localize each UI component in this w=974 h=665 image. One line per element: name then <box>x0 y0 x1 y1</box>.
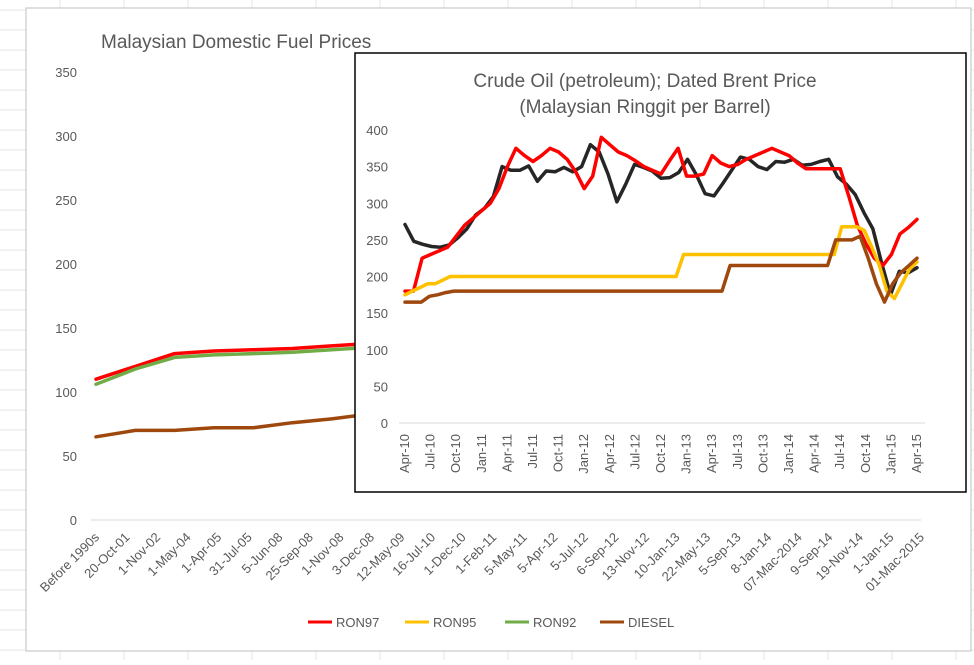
x-tick-label: Oct-12 <box>653 434 668 473</box>
x-tick-label: Jan-14 <box>781 434 796 474</box>
y-tick-label: 200 <box>55 257 77 272</box>
x-tick-label: Jul-11 <box>525 434 540 468</box>
y-tick-label: 100 <box>366 343 388 358</box>
x-tick-label: Apr-15 <box>909 434 924 473</box>
x-tick-label: Jan-12 <box>576 434 591 474</box>
inset-series-group <box>403 135 919 304</box>
y-tick-label: 350 <box>55 65 77 80</box>
y-tick-label: 350 <box>366 160 388 175</box>
y-tick-label: 50 <box>63 449 77 464</box>
y-tick-label: 300 <box>366 196 388 211</box>
y-tick-label: 200 <box>366 270 388 285</box>
legend-label: DIESEL <box>628 615 674 630</box>
y-tick-label: 100 <box>55 385 77 400</box>
x-tick-label: Jul-12 <box>627 434 642 469</box>
y-tick-label: 0 <box>70 513 77 528</box>
x-tick-label: Jul-10 <box>423 434 438 469</box>
legend-label: RON92 <box>533 615 576 630</box>
y-tick-label: 0 <box>381 416 388 431</box>
inset-chart-frame <box>354 52 967 493</box>
y-tick-label: 150 <box>55 321 77 336</box>
y-tick-label: 400 <box>366 123 388 138</box>
y-tick-label: 150 <box>366 306 388 321</box>
x-tick-label: Oct-13 <box>755 434 770 473</box>
x-tick-label: Apr-10 <box>397 434 412 473</box>
x-tick-label: Apr-13 <box>704 434 719 473</box>
inset-chart-title-line-1: Crude Oil (petroleum); Dated Brent Price <box>473 71 816 92</box>
x-tick-label: Oct-14 <box>858 434 873 473</box>
inset-chart-title-line-2: (Malaysian Ringgit per Barrel) <box>519 97 770 118</box>
series-line-diesel <box>403 234 919 304</box>
x-tick-label: Apr-11 <box>499 434 514 472</box>
legend: RON97 RON95 RON92 DIESEL <box>308 615 674 630</box>
x-tick-label: Apr-14 <box>807 434 822 473</box>
y-tick-label: 50 <box>374 379 388 394</box>
y-tick-label: 250 <box>366 233 388 248</box>
x-tick-label: Jan-15 <box>883 434 898 474</box>
x-tick-label: Jul-14 <box>832 434 847 469</box>
main-chart-title: Malaysian Domestic Fuel Prices <box>101 32 371 53</box>
x-tick-label: Jul-13 <box>730 434 745 469</box>
series-line-ron97 <box>403 135 919 293</box>
x-tick-label: Jan-13 <box>679 434 694 474</box>
x-tick-label: Apr-12 <box>602 434 617 473</box>
x-tick-label: Jan-11 <box>474 434 489 473</box>
legend-label: RON95 <box>433 615 476 630</box>
x-tick-label: Oct-11 <box>551 434 566 472</box>
x-tick-label: Oct-10 <box>448 434 463 473</box>
y-tick-label: 250 <box>55 193 77 208</box>
legend-label: RON97 <box>336 615 379 630</box>
y-tick-label: 300 <box>55 129 77 144</box>
inset-x-axis: Apr-10 Jul-10 Oct-10 Jan-11 Apr-11 Jul-11 Oct-… <box>397 434 924 474</box>
main-y-axis: 0 50 100 150 200 250 300 350 <box>55 65 77 528</box>
inset-y-axis: 0 50 100 150 200 250 300 350 400 <box>366 123 388 431</box>
